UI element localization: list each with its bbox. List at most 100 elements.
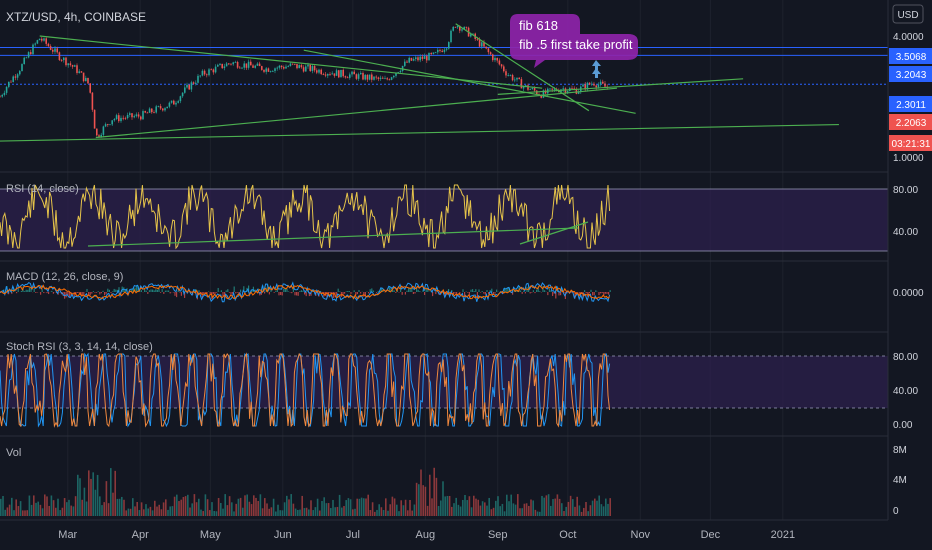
volume-bar [477,499,479,516]
macd-hist-bar [521,292,523,294]
macd-hist-bar [280,292,282,295]
candle-body [496,57,498,61]
volume-bar [552,499,554,516]
candle-body [551,88,553,90]
currency-button[interactable] [892,4,924,24]
macd-hist-bar [588,292,590,294]
volume-bar [574,506,576,516]
macd-hist-bar [144,288,146,292]
price-tag-box [889,66,932,82]
volume-bar [358,498,361,516]
volume-bar [569,495,572,516]
macd-hist-bar [592,292,594,296]
macd-hist-bar [390,287,392,292]
rsi-pane[interactable]: RSI (14, close) [0,171,888,252]
candle-body [500,64,503,67]
macd-hist-bar [57,292,59,295]
macd-hist-bar [166,290,168,292]
candle-body [49,46,52,50]
macd-hist-bar [532,290,534,292]
macd-hist-bar [153,290,155,292]
volume-bar [193,494,196,516]
candle-body [494,57,496,61]
volume-bar [235,503,237,516]
price-tag-text: 03:21:31 [892,139,931,150]
volume-bar [165,499,167,516]
volume-bar [345,500,347,516]
candle-body [327,74,329,76]
candle-body [269,71,272,72]
candle-body [450,30,452,43]
time-axis[interactable]: Mar Apr May Jun Jul Aug Sep Oct Nov Dec 2021 [0,519,888,541]
candle-body [586,82,589,90]
time-label-mar: Mar [58,529,77,541]
volume-bar [310,500,312,516]
stoch-pane[interactable]: Stoch RSI (3, 3, 14, 14, close) [0,331,888,428]
candle-body [406,61,408,63]
candle-body [525,85,527,87]
candle-body [203,70,206,75]
candle-body [157,106,160,107]
macd-hist-bar [284,287,286,292]
candle-body [316,70,318,73]
candle-body [300,65,303,68]
volume-bar [466,500,468,516]
volume-bar [176,494,178,516]
price-pane[interactable]: fib 618 fib .5 first take profit XTZ/USD… [0,0,888,520]
volume-bar [24,510,26,516]
volume-bar [376,509,378,516]
candle-body [74,65,76,67]
candle-body [16,74,19,78]
volume-bar [343,506,345,516]
macd-hist-bar [595,290,597,292]
macd-hist-bar [398,292,400,293]
annotation-bubble[interactable]: fib 618 fib .5 first take profit [510,14,638,68]
macd-hist-bar [163,292,165,294]
macd-pane[interactable]: MACD (12, 26, close, 9) [0,260,888,303]
candle-body [346,77,349,79]
macd-hist-bar [286,288,288,292]
macd-hist-bar [168,290,170,292]
candle-body [584,84,586,90]
macd-label: MACD (12, 26, close, 9) [6,271,123,283]
rsi-trendline-2 [519,221,589,245]
volume-bar [387,510,389,516]
volume-bar [330,508,332,516]
volume-bar [418,484,420,516]
volume-bar [237,498,240,516]
volume-bar [297,509,299,516]
price-tag-box [889,114,932,130]
volume-bar [145,504,147,516]
candle-body [256,63,259,66]
candle-body [104,124,107,127]
volume-pane[interactable]: Vol [0,435,888,516]
volume-bar [545,495,548,516]
rsi-tick-40: 40.00 [893,227,918,238]
candle-body [428,52,430,61]
vol-tick-0: 0 [893,506,899,517]
candle-body [261,66,263,70]
volume-bar [134,506,136,516]
macd-hist-bar [118,287,120,292]
volume-bar [264,498,266,516]
macd-hist-bar [268,292,270,295]
candle-body [267,68,270,72]
candle-body [166,106,168,109]
macd-hist-bar [484,292,486,295]
volume-bar [312,510,314,516]
volume-bar [266,503,268,516]
macd-hist-bar [585,292,587,294]
volume-bar [103,502,105,516]
candle-body [388,79,391,81]
macd-hist-bar [107,288,109,292]
volume-bar [123,499,125,516]
macd-hist-bar [513,290,515,292]
price-axis[interactable]: USD 4.0000 1.0000 3.5068 3.2043 2.3011 2.20… [887,0,932,520]
macd-hist-bar [209,292,211,294]
volume-bar [444,496,446,516]
candle-body [540,94,542,98]
macd-hist-bar [145,290,147,292]
volume-bar [171,506,174,516]
macd-hist-bar [435,292,437,295]
